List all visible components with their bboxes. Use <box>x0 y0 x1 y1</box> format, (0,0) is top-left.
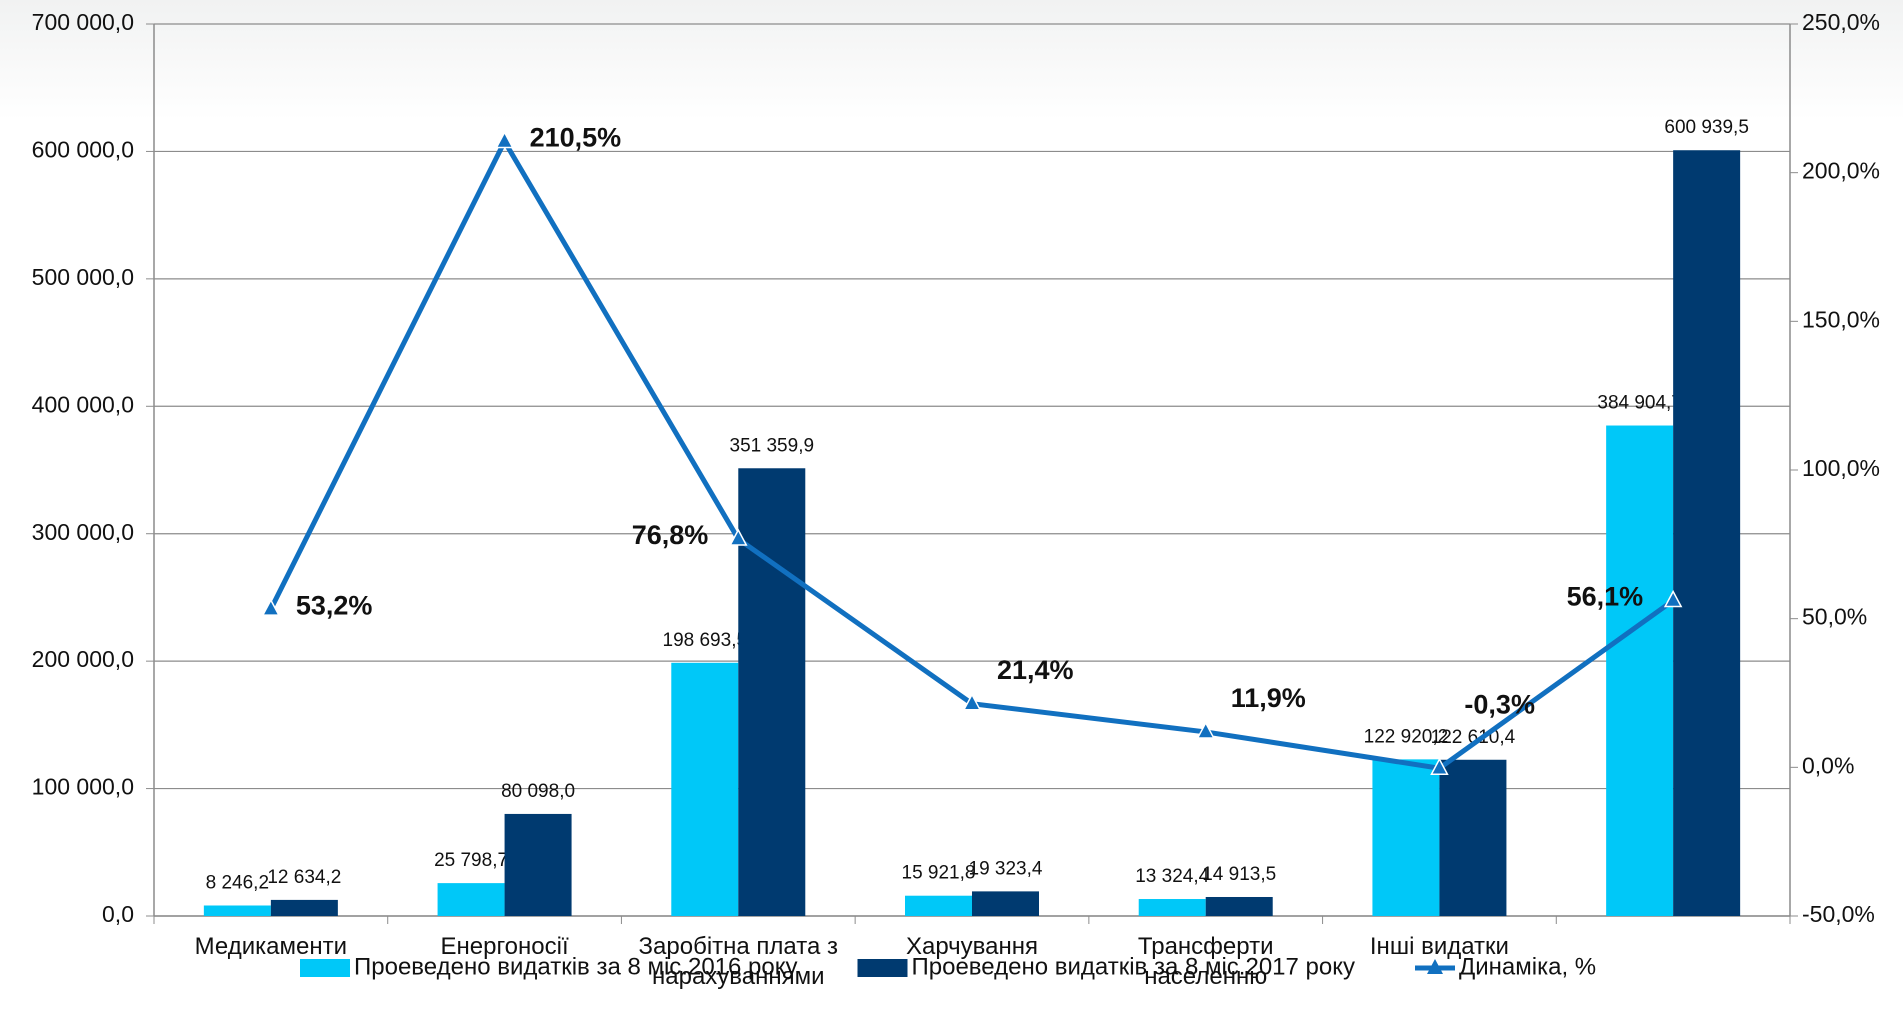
bar-value-label: 13 324,4 <box>1135 866 1209 887</box>
bar-value-label: 14 913,5 <box>1202 864 1276 885</box>
line-value-label: -0,3% <box>1464 689 1535 719</box>
bar <box>738 468 805 916</box>
y-tick-label: 300 000,0 <box>32 519 134 545</box>
bar <box>1372 759 1439 916</box>
bar-value-label: 80 098,0 <box>501 781 575 802</box>
bar-value-label: 15 921,8 <box>902 863 976 884</box>
bar <box>271 900 338 916</box>
x-tick-label: Медикаменти <box>171 932 371 962</box>
y-tick-label: 100 000,0 <box>32 774 134 800</box>
line-value-label: 11,9% <box>1231 683 1306 713</box>
bar <box>1606 426 1673 916</box>
bar <box>671 663 738 916</box>
y-tick-label: 700 000,0 <box>32 9 134 35</box>
y2-tick-label: 100,0% <box>1802 455 1880 481</box>
y2-tick-label: 250,0% <box>1802 9 1880 35</box>
y2-tick-label: 200,0% <box>1802 158 1880 184</box>
y2-tick-label: 0,0% <box>1802 752 1854 778</box>
y-tick-label: 600 000,0 <box>32 137 134 163</box>
line-value-label: 210,5% <box>530 123 622 153</box>
bar-value-label: 19 323,4 <box>969 858 1043 879</box>
line-marker <box>497 132 513 147</box>
x-tick-label: Трансферти населенню <box>1106 932 1306 992</box>
bar <box>1206 897 1273 916</box>
line-value-label: 21,4% <box>997 655 1074 685</box>
bar <box>204 905 271 916</box>
bar <box>905 896 972 916</box>
bar-value-label: 351 359,9 <box>730 435 815 456</box>
line-value-label: 76,8% <box>632 520 709 550</box>
bar <box>1673 150 1740 916</box>
y2-tick-label: 50,0% <box>1802 604 1867 630</box>
chart-svg: 0,0 100 000,0 200 000,0 300 000,0 400 000,0 5… <box>0 0 1903 1016</box>
bar-value-label: 384 904,7 <box>1597 393 1682 414</box>
bar-value-label: 8 246,2 <box>206 873 269 894</box>
y-tick-label: 400 000,0 <box>32 391 134 417</box>
bar-value-label: 198 693,5 <box>663 630 748 651</box>
x-tick-label: Харчування <box>872 932 1072 962</box>
y-tick-label: 0,0 <box>102 901 134 927</box>
y-tick-label: 200 000,0 <box>32 646 134 672</box>
y-tick-label: 500 000,0 <box>32 264 134 290</box>
line-value-label: 53,2% <box>296 590 373 620</box>
bar-value-label: 600 939,5 <box>1664 117 1749 138</box>
bar <box>972 891 1039 916</box>
bar <box>1139 899 1206 916</box>
y2-tick-label: 150,0% <box>1802 306 1880 332</box>
x-tick-label: Заробітна плата з нарахуваннями <box>638 932 838 992</box>
chart: 0,0 100 000,0 200 000,0 300 000,0 400 000,0 5… <box>0 0 1903 1016</box>
bar <box>438 883 505 916</box>
bar-value-label: 12 634,2 <box>267 867 341 888</box>
line <box>271 141 1673 768</box>
y2-tick-label: -50,0% <box>1802 901 1875 927</box>
bar <box>1439 760 1506 916</box>
line-value-label: 56,1% <box>1567 582 1644 612</box>
bar <box>505 814 572 916</box>
x-tick-label: Інші видатки <box>1339 932 1539 962</box>
x-tick-label: Енергоносії <box>405 932 605 962</box>
bar-value-label: 25 798,7 <box>434 850 508 871</box>
